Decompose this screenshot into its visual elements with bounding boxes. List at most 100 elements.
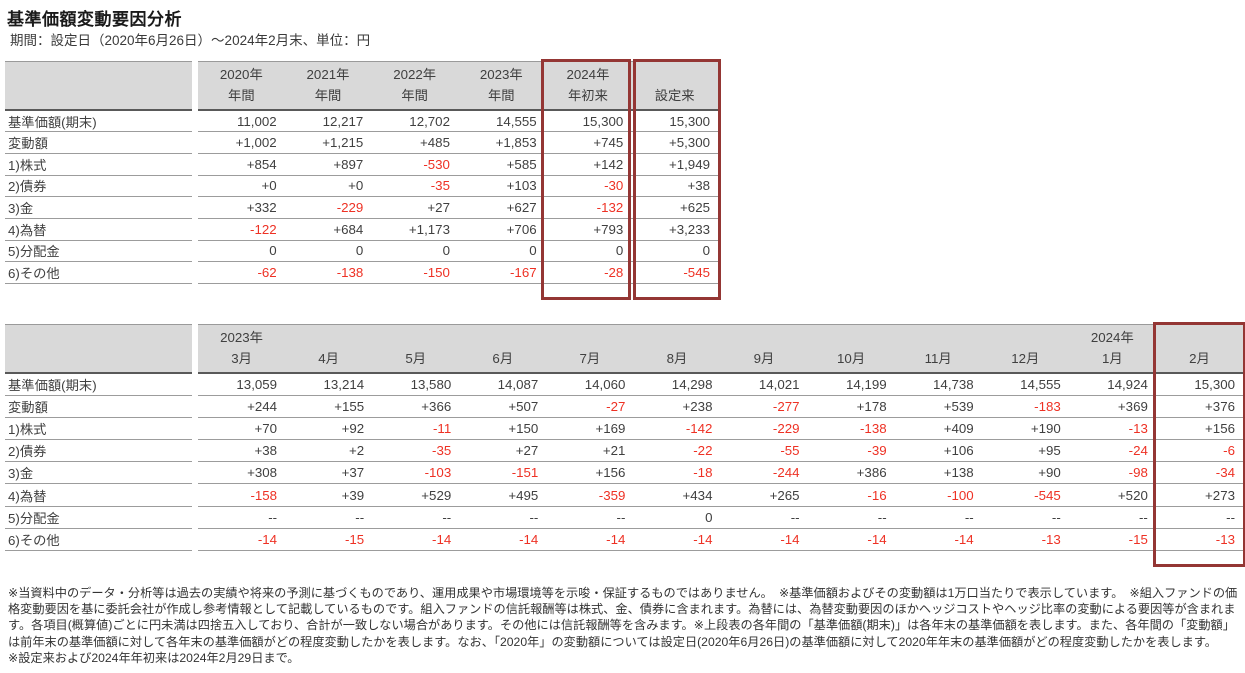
value-cell: +386 — [807, 461, 895, 485]
column-header: 6月 — [459, 324, 547, 374]
value-cell: +1,949 — [631, 153, 718, 176]
value-cell: 13,214 — [285, 373, 373, 396]
column-header-year: 2023年 — [220, 330, 263, 345]
value-cell: +520 — [1068, 483, 1156, 507]
value-cell: -158 — [198, 483, 286, 507]
value-cell: 14,199 — [807, 373, 895, 396]
row-label: 5)分配金 — [5, 240, 192, 263]
value-cell: +265 — [720, 483, 808, 507]
column-header-period: 年間 — [314, 88, 342, 103]
column-header: 10月 — [807, 324, 895, 374]
value-cell: +308 — [198, 461, 286, 485]
value-cell: -39 — [807, 439, 895, 463]
value-cell: -138 — [807, 417, 895, 441]
column-gap — [192, 324, 198, 373]
column-gap — [192, 240, 198, 262]
value-cell: 15,300 — [1155, 373, 1243, 396]
column-header-period: 5月 — [405, 351, 427, 366]
value-cell: -545 — [981, 483, 1069, 507]
value-cell: -277 — [720, 395, 808, 418]
monthly-table: 2023年 3月 4月 5月 6月 7月 8月 9月 10月 11月 12月 202… — [5, 324, 1243, 552]
value-cell: -122 — [198, 218, 285, 241]
footnotes: ※当資料中のデータ・分析等は過去の実績や将来の予測に基づくものであり、運用成果や… — [8, 585, 1241, 666]
value-cell: +27 — [459, 439, 547, 463]
value-cell: -13 — [1068, 417, 1156, 441]
value-cell: -244 — [720, 461, 808, 485]
value-cell: 0 — [544, 240, 632, 263]
value-cell: -530 — [371, 153, 458, 176]
table-row: 1)株式 +854 +897 -530 +585 +142 +1,949 — [5, 153, 718, 176]
column-header-year — [720, 327, 807, 348]
column-header-period: 年間 — [401, 88, 428, 103]
column-gap — [192, 153, 198, 176]
monthly-factor-table: 2023年 3月 4月 5月 6月 7月 8月 9月 10月 11月 12月 202… — [5, 322, 1245, 567]
column-gap — [192, 373, 198, 396]
row-label: 2)債券 — [5, 439, 192, 463]
value-cell: -15 — [1068, 528, 1156, 552]
row-label-header — [5, 324, 192, 374]
column-header: 12月 — [981, 324, 1069, 374]
value-cell: -- — [372, 506, 460, 529]
value-cell: 14,555 — [981, 373, 1069, 396]
value-cell: +366 — [372, 395, 460, 418]
column-header-year — [372, 327, 459, 348]
value-cell: -14 — [198, 528, 286, 552]
column-header-year — [459, 327, 546, 348]
value-cell: +627 — [457, 196, 545, 219]
value-cell: -18 — [633, 461, 721, 485]
value-cell: +238 — [633, 395, 721, 418]
value-cell: -11 — [372, 417, 460, 441]
column-header-year — [631, 64, 718, 85]
column-header-period: 9月 — [753, 351, 775, 366]
column-header-period: 11月 — [924, 351, 952, 366]
column-gap — [192, 461, 198, 484]
row-label: 5)分配金 — [5, 506, 192, 529]
table-row: 1)株式 +70 +92 -11 +150 +169 -142 -229 -138 +409 +19… — [5, 417, 1243, 441]
column-header-period: 12月 — [1011, 351, 1040, 366]
value-cell: -13 — [981, 528, 1069, 552]
column-header-year — [546, 327, 633, 348]
value-cell: 14,298 — [633, 373, 721, 396]
column-header: 7月 — [546, 324, 634, 374]
table-row: 基準価額(期末) 11,002 12,217 12,702 14,555 15,300 15… — [5, 110, 718, 133]
value-cell: -- — [546, 506, 634, 529]
row-label: 基準価額(期末) — [5, 373, 192, 396]
value-cell: -- — [1155, 506, 1243, 529]
value-cell: 14,087 — [459, 373, 547, 396]
value-cell: -14 — [372, 528, 460, 552]
row-label: 3)金 — [5, 196, 192, 219]
value-cell: +37 — [285, 461, 373, 485]
row-label: 3)金 — [5, 461, 192, 485]
value-cell: -545 — [631, 261, 718, 284]
column-header: 2020年 年間 — [198, 61, 285, 111]
value-cell: +190 — [981, 417, 1069, 441]
value-cell: -24 — [1068, 439, 1156, 463]
value-cell: +38 — [631, 175, 718, 198]
value-cell: -132 — [544, 196, 632, 219]
column-header: 8月 — [633, 324, 721, 374]
value-cell: 0 — [198, 240, 285, 263]
value-cell: +38 — [198, 439, 286, 463]
value-cell: 15,300 — [631, 110, 718, 133]
column-header-year: 2024年 — [566, 67, 610, 82]
value-cell: -14 — [546, 528, 634, 552]
value-cell: +0 — [198, 175, 285, 198]
value-cell: +0 — [284, 175, 372, 198]
row-label: 基準価額(期末) — [5, 110, 192, 133]
value-cell: +376 — [1155, 395, 1243, 418]
table-row: 変動額 +1,002 +1,215 +485 +1,853 +745 +5,300 — [5, 131, 718, 154]
value-cell: +793 — [544, 218, 632, 241]
value-cell: +495 — [459, 483, 547, 507]
value-cell: -- — [285, 506, 373, 529]
column-header-period: 10月 — [837, 351, 866, 366]
value-cell: 14,555 — [457, 110, 545, 133]
value-cell: +1,215 — [284, 131, 372, 154]
value-cell: -138 — [284, 261, 372, 284]
value-cell: +169 — [546, 417, 634, 441]
table-row: 変動額 +244 +155 +366 +507 -27 +238 -277 +178 +539 -1… — [5, 395, 1243, 418]
value-cell: +156 — [1155, 417, 1243, 441]
value-cell: +155 — [285, 395, 373, 418]
value-cell: 0 — [633, 506, 721, 529]
column-header: 設定来 — [631, 61, 718, 111]
